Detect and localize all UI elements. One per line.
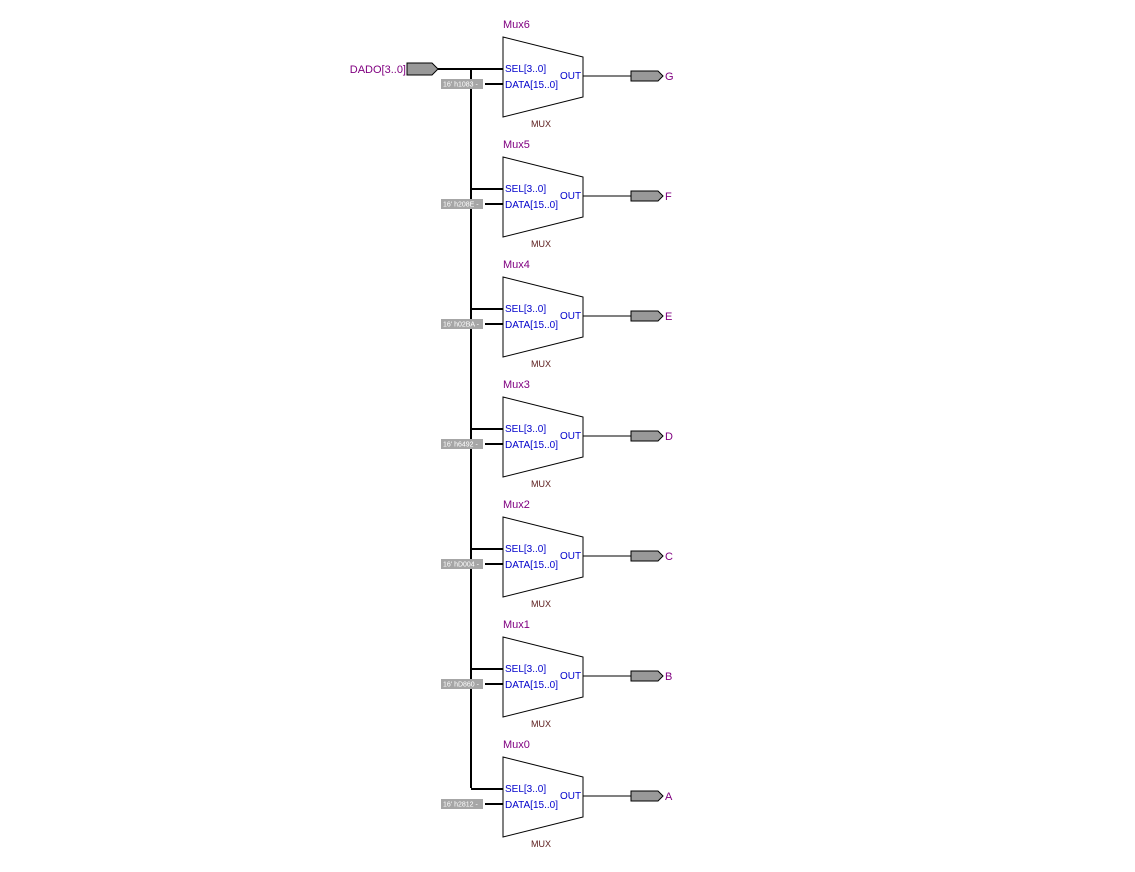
out-port-label: OUT: [560, 71, 581, 82]
data-port-label: DATA[15..0]: [505, 560, 558, 571]
mux-block-mux5[interactable]: Mux5 16' h208E - SEL[3..0] DATA[15..0]OUT MU…: [441, 139, 672, 249]
constant-box: [441, 199, 483, 209]
data-port-label: DATA[15..0]: [505, 680, 558, 691]
output-pin-label: F: [665, 191, 672, 203]
input-pin-shape: [406, 62, 439, 76]
mux-type-label: MUX: [531, 479, 551, 489]
mux-body-shape: [502, 516, 584, 598]
constant-value-label: 16' h208E -: [443, 202, 479, 209]
constant-box: [441, 439, 483, 449]
mux-type-label: MUX: [531, 839, 551, 849]
constant-value-label: 16' hD860 -: [443, 682, 480, 689]
constant-value-label: 16' h2812 -: [443, 802, 478, 809]
sel-port-label: SEL[3..0]: [505, 784, 546, 795]
output-pin-label: E: [665, 311, 672, 323]
mux-body-shape: [502, 756, 584, 838]
out-port-label: OUT: [560, 191, 581, 202]
mux-body-shape: [502, 36, 584, 118]
mux-type-label: MUX: [531, 599, 551, 609]
mux-name-label: Mux5: [503, 139, 530, 151]
mux-name-label: Mux0: [503, 739, 530, 751]
sel-port-label: SEL[3..0]: [505, 304, 546, 315]
constant-box: [441, 559, 483, 569]
mux-type-label: MUX: [531, 359, 551, 369]
mux-block-mux1[interactable]: Mux1 16' hD860 - SEL[3..0] DATA[15..0]OUT MU…: [441, 619, 672, 729]
mux-name-label: Mux2: [503, 499, 530, 511]
data-port-label: DATA[15..0]: [505, 200, 558, 211]
data-port-label: DATA[15..0]: [505, 440, 558, 451]
output-pin-shape[interactable]: [630, 310, 664, 322]
mux-type-label: MUX: [531, 119, 551, 129]
output-pin-label: B: [665, 671, 672, 683]
input-pin-dado[interactable]: DADO[3..0]: [350, 62, 439, 76]
mux-body-shape: [502, 396, 584, 478]
data-port-label: DATA[15..0]: [505, 80, 558, 91]
constant-value-label: 16' h6492 -: [443, 442, 478, 449]
sel-port-label: SEL[3..0]: [505, 664, 546, 675]
mux-body-shape: [502, 636, 584, 718]
out-port-label: OUT: [560, 551, 581, 562]
mux-name-label: Mux1: [503, 619, 530, 631]
constant-value-label: 16' h02BA -: [443, 322, 480, 329]
output-pin-label: C: [665, 551, 673, 563]
mux-body-shape: [502, 276, 584, 358]
output-pin-shape[interactable]: [630, 550, 664, 562]
input-pin-label: DADO[3..0]: [350, 64, 406, 76]
data-port-label: DATA[15..0]: [505, 800, 558, 811]
constant-value-label: 16' hD004 -: [443, 562, 480, 569]
output-pin-shape[interactable]: [630, 70, 664, 82]
constant-box: [441, 319, 483, 329]
mux-block-mux6[interactable]: Mux6 16' h1083 - SEL[3..0] DATA[15..0]OUT MU…: [441, 19, 674, 129]
out-port-label: OUT: [560, 311, 581, 322]
mux-name-label: Mux3: [503, 379, 530, 391]
mux-type-label: MUX: [531, 719, 551, 729]
data-port-label: DATA[15..0]: [505, 320, 558, 331]
out-port-label: OUT: [560, 431, 581, 442]
mux-body-shape: [502, 156, 584, 238]
out-port-label: OUT: [560, 671, 581, 682]
mux-name-label: Mux6: [503, 19, 530, 31]
output-pin-label: G: [665, 71, 674, 83]
mux-block-mux4[interactable]: Mux4 16' h02BA - SEL[3..0] DATA[15..0]OUT MU…: [441, 259, 672, 369]
output-pin-shape[interactable]: [630, 790, 664, 802]
sel-port-label: SEL[3..0]: [505, 424, 546, 435]
output-pin-shape[interactable]: [630, 190, 664, 202]
sel-port-label: SEL[3..0]: [505, 64, 546, 75]
constant-box: [441, 799, 483, 809]
output-pin-label: A: [665, 791, 673, 803]
constant-box: [441, 679, 483, 689]
sel-port-label: SEL[3..0]: [505, 184, 546, 195]
output-pin-label: D: [665, 431, 673, 443]
mux-name-label: Mux4: [503, 259, 530, 271]
mux-block-mux3[interactable]: Mux3 16' h6492 - SEL[3..0] DATA[15..0]OUT MU…: [441, 379, 673, 489]
mux-block-mux0[interactable]: Mux0 16' h2812 - SEL[3..0] DATA[15..0]OUT MU…: [441, 739, 673, 849]
mux-type-label: MUX: [531, 239, 551, 249]
output-pin-shape[interactable]: [630, 430, 664, 442]
out-port-label: OUT: [560, 791, 581, 802]
output-pin-shape[interactable]: [630, 670, 664, 682]
constant-value-label: 16' h1083 -: [443, 82, 478, 89]
sel-port-label: SEL[3..0]: [505, 544, 546, 555]
mux-block-mux2[interactable]: Mux2 16' hD004 - SEL[3..0] DATA[15..0]OUT MU…: [441, 499, 673, 609]
constant-box: [441, 79, 483, 89]
